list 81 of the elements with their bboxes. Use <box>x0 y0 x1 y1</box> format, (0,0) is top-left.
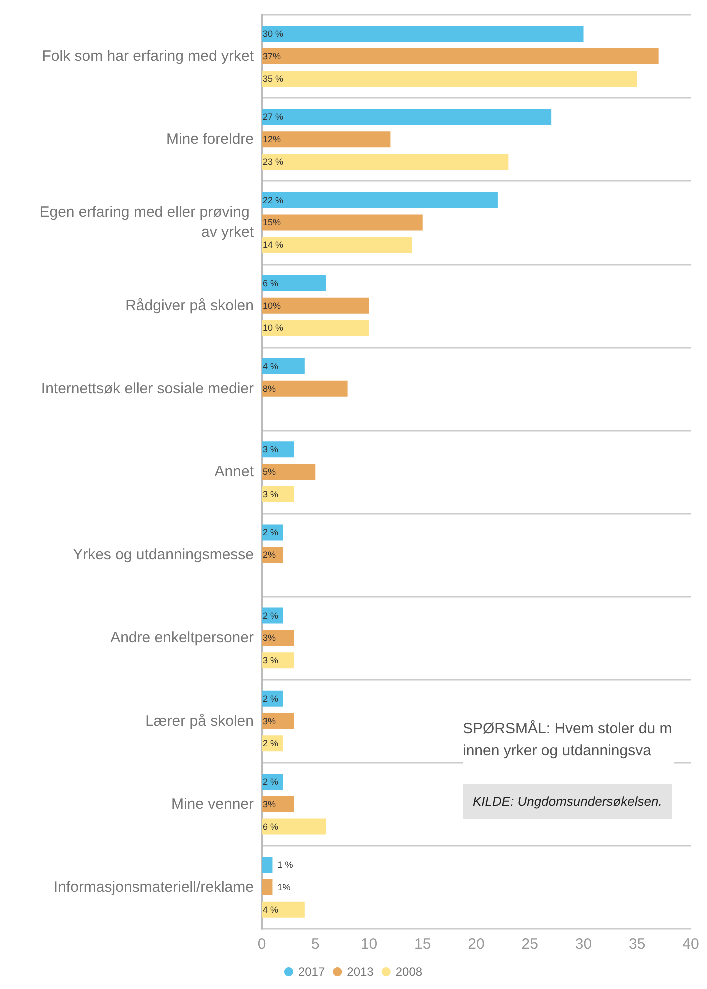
bar <box>262 902 305 918</box>
bar <box>262 442 294 458</box>
data-label: 3 % <box>263 444 279 455</box>
x-tick-label: 20 <box>468 936 485 953</box>
data-label: 2% <box>263 550 276 560</box>
data-label: 3% <box>263 799 276 810</box>
y-tick-label: Mine venner <box>171 796 254 813</box>
data-label: 35 % <box>263 74 284 84</box>
data-label: 22 % <box>263 195 284 206</box>
data-label: 2 % <box>263 610 279 621</box>
data-label: 1 % <box>278 860 294 870</box>
x-tick-label: 15 <box>414 936 432 953</box>
y-tick-label: Andre enkeltpersoner <box>110 630 254 647</box>
bar <box>262 818 326 835</box>
y-tick-label: Mine foreldre <box>166 131 254 148</box>
bar <box>262 214 423 231</box>
legend-label: 2017 <box>298 965 326 979</box>
bar <box>262 358 305 375</box>
data-label: 2 % <box>263 738 279 749</box>
data-label: 6 % <box>263 822 279 832</box>
data-label: 23 % <box>263 157 284 168</box>
data-label: 8% <box>263 384 276 394</box>
data-label: 4 % <box>263 362 279 372</box>
x-tick-label: 10 <box>360 936 378 953</box>
x-tick-label: 35 <box>629 936 646 953</box>
bar <box>262 879 273 896</box>
data-label: 3% <box>263 633 276 644</box>
x-tick-label: 30 <box>575 936 592 953</box>
data-label: 2 % <box>263 776 279 787</box>
annotation: SPØRSMÅL: Hvem stoler du m innen yrker og utdanningsva <box>463 720 672 760</box>
data-label: 37% <box>263 52 282 62</box>
bar <box>262 464 316 480</box>
bar <box>262 48 659 65</box>
legend-label: 2008 <box>396 965 423 979</box>
x-tick-label: 5 <box>311 936 320 953</box>
data-label: 27 % <box>263 112 284 122</box>
x-tick-label: 25 <box>522 936 538 953</box>
bar <box>262 320 370 336</box>
bar <box>262 486 294 502</box>
bar <box>262 154 509 170</box>
data-label: 4 % <box>263 904 279 915</box>
data-label: 10% <box>263 300 282 311</box>
annotation: KILDE: Ungdomsundersøkelsen. <box>473 794 662 809</box>
data-label: 2 % <box>263 528 279 538</box>
data-label: 14 % <box>263 240 284 250</box>
data-label: 3 % <box>263 489 279 500</box>
bar <box>262 237 412 254</box>
bar <box>262 109 552 126</box>
bar <box>262 380 348 397</box>
y-tick-label: Folk som har erfaring med yrket <box>42 48 255 66</box>
data-label: 10 % <box>263 323 284 334</box>
x-tick-label: 0 <box>258 936 266 953</box>
y-tick-label: Yrkes og utdanningsmesse <box>73 546 254 564</box>
y-tick-label: Rådgiver på skolen <box>126 297 254 314</box>
bar <box>262 298 370 314</box>
bar <box>262 192 498 208</box>
legend-label: 2013 <box>347 965 374 979</box>
data-label: 1% <box>278 882 291 892</box>
y-tick-label: Informasjonsmateriell/reklame <box>54 878 254 896</box>
bar <box>262 70 638 87</box>
y-tick-label: Annet <box>214 464 255 480</box>
bar <box>262 652 294 669</box>
data-label: 3 % <box>263 656 279 666</box>
y-tick-label: Lærer på skolen <box>146 712 254 730</box>
data-label: 3% <box>263 716 276 726</box>
data-label: 30 % <box>263 29 284 40</box>
bar <box>262 275 326 292</box>
bar <box>262 132 391 148</box>
bar <box>262 630 294 646</box>
data-label: 12% <box>263 134 282 145</box>
bar <box>262 796 294 812</box>
y-tick-label: Egen erfaring med eller prøving av yrket <box>40 204 255 242</box>
x-tick-label: 40 <box>682 936 700 953</box>
bar <box>262 26 584 42</box>
bar <box>262 713 294 730</box>
data-label: 5% <box>263 467 276 477</box>
y-tick-label: Internettsøk eller sosiale medier <box>41 380 254 398</box>
data-label: 2 % <box>263 694 279 704</box>
data-label: 15% <box>263 218 282 228</box>
bar <box>262 857 273 874</box>
data-label: 6 % <box>263 278 279 288</box>
